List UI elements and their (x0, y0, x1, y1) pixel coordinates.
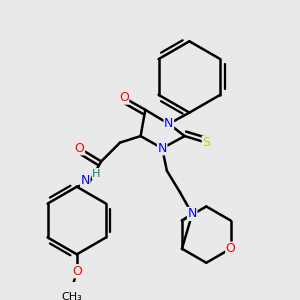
Text: N: N (81, 174, 90, 187)
Text: O: O (119, 91, 129, 104)
Text: O: O (75, 142, 85, 155)
Text: N: N (158, 142, 167, 155)
Text: N: N (188, 208, 197, 220)
Text: O: O (226, 242, 236, 255)
Text: O: O (72, 265, 82, 278)
Text: S: S (202, 136, 210, 149)
Text: N: N (164, 117, 173, 130)
Text: CH₃: CH₃ (62, 292, 82, 300)
Text: H: H (92, 169, 101, 178)
